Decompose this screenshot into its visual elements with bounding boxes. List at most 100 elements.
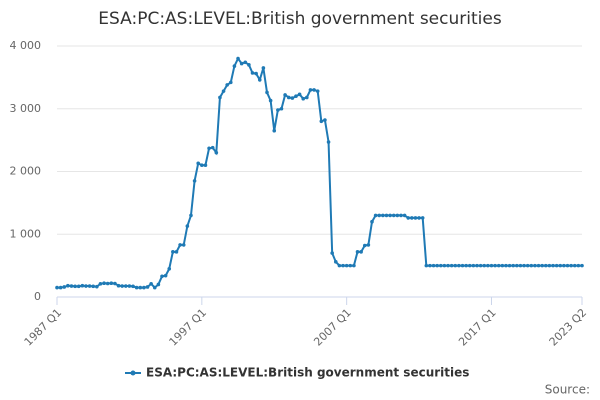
point [167,266,172,271]
point [475,263,479,268]
y-tick-label: 0 [34,290,41,303]
point [543,263,548,268]
point [312,88,316,92]
point [431,263,436,268]
point [123,284,128,288]
point [257,78,262,82]
point [388,213,392,218]
point [69,284,74,288]
point [359,250,363,254]
point [301,96,306,101]
point [105,281,110,286]
point [442,263,447,268]
point [192,179,197,183]
point [391,213,396,218]
point [428,263,432,268]
point [308,88,313,92]
point [203,163,208,168]
point [116,283,121,288]
point [565,263,570,268]
point [272,128,277,133]
point [142,285,146,290]
point [511,263,516,268]
point [406,216,411,220]
point [326,140,331,144]
point [73,284,77,289]
legend-label: ESA:PC:AS:LEVEL:British government secur… [146,366,469,380]
chart-title: ESA:PC:AS:LEVEL:British government secur… [98,9,502,29]
point [185,224,190,228]
point [402,213,407,218]
point [163,273,168,278]
point [243,60,248,65]
point [171,250,175,254]
point [268,98,273,103]
source: Source: [545,383,590,397]
x-tick-label: 2023 Q2 [547,306,590,349]
point [420,216,425,220]
legend-marker [130,370,136,376]
point [384,213,389,218]
point [62,285,67,289]
x-tick-label: 2017 Q1 [456,306,499,349]
point [562,263,566,268]
point [518,263,523,268]
point [152,285,157,290]
point [283,93,287,97]
point [333,260,338,264]
point [113,281,117,286]
point [149,282,153,286]
point [399,213,403,218]
point [496,263,501,268]
point [196,161,201,166]
x-tick-label: 1987 Q1 [22,306,65,349]
point [98,282,103,286]
point [572,263,577,268]
point [225,83,229,87]
point [156,282,161,287]
point [540,263,544,268]
point [515,263,519,268]
point [344,263,349,268]
point [551,263,555,268]
point [315,89,320,93]
point [330,251,334,255]
point [290,96,295,100]
point [305,95,309,100]
point [319,119,324,124]
y-tick-label: 4 000 [10,39,42,52]
point [218,95,222,100]
x-tick-label: 2007 Q1 [311,306,354,349]
point [120,284,124,288]
point [239,61,244,66]
point [294,94,298,98]
point [181,243,186,247]
point [348,263,353,268]
point [554,263,559,268]
point [76,284,81,289]
point [453,263,458,268]
point [395,213,400,218]
point [337,263,342,268]
point [507,263,512,268]
point [160,274,164,279]
point [352,263,356,268]
point [373,213,378,218]
point [279,106,284,111]
point [471,263,476,268]
point [464,263,468,268]
point [410,216,414,220]
point [214,150,219,155]
point [362,243,367,248]
point [478,263,483,268]
point [370,219,374,224]
point [131,284,135,289]
point [207,146,211,151]
point [417,216,421,220]
point [261,66,266,70]
point [547,263,552,268]
point [80,283,85,288]
point [58,285,63,290]
point [576,263,581,268]
